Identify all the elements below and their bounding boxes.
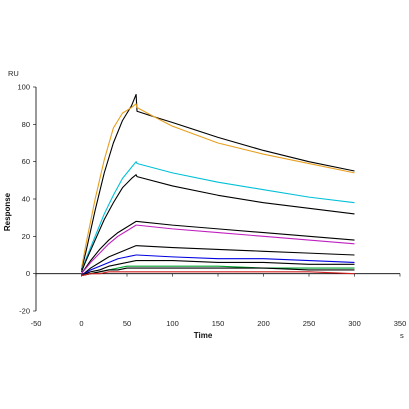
series-line-6 [81, 224, 355, 275]
y-tick-label: 40 [22, 195, 30, 204]
y-tick-label: 0 [26, 269, 30, 278]
series-line-5 [81, 220, 355, 274]
y-tick-label: 80 [22, 120, 30, 129]
y-ticks: -20 0 20 40 60 80 100 [17, 83, 36, 316]
x-tick-label: 100 [166, 319, 179, 328]
x-tick-label: 50 [123, 319, 131, 328]
y-tick-label: 100 [17, 83, 30, 92]
series-layer [80, 93, 355, 277]
series-line-1 [80, 93, 355, 271]
x-ticks: -50 0 50 100 150 200 250 300 350 [31, 273, 407, 328]
x-tick-label: 0 [79, 319, 83, 328]
x-tick-label: 250 [303, 319, 316, 328]
x-tick-label: 350 [394, 319, 407, 328]
x-tick-label: 300 [348, 319, 361, 328]
series-line-4 [80, 174, 355, 273]
x-unit-label: s [400, 331, 404, 340]
series-line-8 [81, 254, 355, 276]
series-line-11 [81, 267, 355, 277]
y-axis-title: Response [3, 192, 12, 231]
y-tick-label: 60 [22, 157, 30, 166]
y-tick-label: 20 [22, 232, 30, 241]
x-axis-title: Time [194, 331, 213, 340]
x-tick-label: -50 [31, 319, 42, 328]
series-line-3 [80, 161, 355, 272]
series-line-7 [81, 245, 355, 276]
axes [35, 87, 400, 311]
y-tick-label: -20 [19, 307, 30, 316]
x-tick-label: 150 [212, 319, 225, 328]
y-unit-label: RU [8, 69, 19, 78]
series-line-12 [81, 271, 355, 277]
series-line-2 [80, 103, 355, 269]
x-tick-label: 200 [257, 319, 270, 328]
series-line-9 [81, 260, 355, 277]
